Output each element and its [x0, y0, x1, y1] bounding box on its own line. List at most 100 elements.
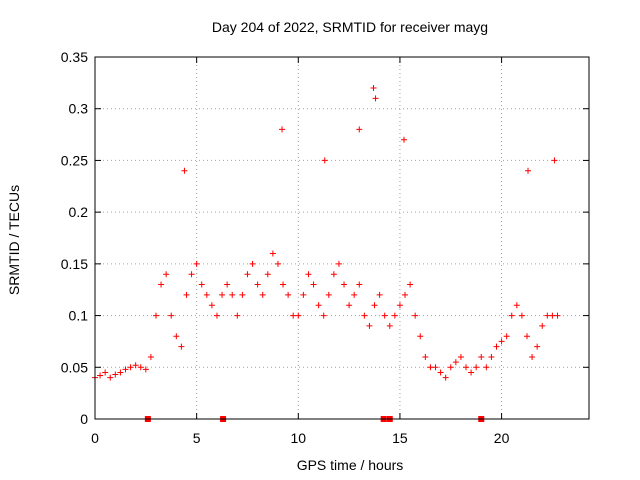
- y-tick-label: 0.25: [61, 152, 88, 168]
- y-tick-label: 0.2: [69, 204, 89, 220]
- grid-lines: [95, 57, 589, 419]
- data-point: [554, 312, 561, 319]
- data-point: [97, 372, 104, 379]
- y-axis-label: SRMTID / TECUs: [6, 185, 22, 295]
- data-point: [269, 250, 276, 257]
- data-point: [310, 281, 317, 288]
- data-point: [330, 271, 337, 278]
- data-point: [280, 281, 287, 288]
- data-point: [173, 333, 180, 340]
- data-point: [152, 312, 159, 319]
- y-ticks: 0 0.05 0.1 0.15 0.2 0.25 0.3 0.35: [61, 49, 589, 427]
- data-point: [544, 312, 551, 319]
- data-point: [279, 126, 286, 133]
- data-point: [112, 371, 119, 378]
- data-point: [437, 369, 444, 376]
- data-point: [351, 291, 358, 298]
- data-point: [356, 126, 363, 133]
- data-point: [224, 281, 231, 288]
- data-point: [122, 366, 129, 373]
- data-point: [321, 157, 328, 164]
- data-point: [452, 359, 459, 366]
- data-point: [478, 353, 485, 360]
- x-tick-label: 10: [291, 430, 307, 446]
- data-point: [254, 281, 261, 288]
- data-point: [239, 291, 246, 298]
- data-point: [513, 302, 520, 309]
- data-point: [391, 312, 398, 319]
- data-point: [219, 291, 226, 298]
- data-point: [264, 271, 271, 278]
- data-point: [422, 353, 429, 360]
- data-point: [158, 281, 165, 288]
- data-points: [92, 85, 561, 381]
- data-point: [539, 322, 546, 329]
- plot-frame: [94, 56, 590, 420]
- data-point: [163, 271, 170, 278]
- data-point: [366, 322, 373, 329]
- data-point: [213, 312, 220, 319]
- data-point: [315, 302, 322, 309]
- data-point: [234, 312, 241, 319]
- data-point: [447, 364, 454, 371]
- x-tick-label: 5: [193, 430, 201, 446]
- data-point: [401, 136, 408, 143]
- data-point: [183, 291, 190, 298]
- data-point: [361, 312, 368, 319]
- x-ticks: 0 5 10 15 20: [91, 57, 510, 446]
- y-tick-label: 0.1: [69, 308, 89, 324]
- data-point: [457, 353, 464, 360]
- data-point: [178, 343, 185, 350]
- data-point: [305, 271, 312, 278]
- data-point: [346, 302, 353, 309]
- data-point: [503, 333, 510, 340]
- data-point: [285, 291, 292, 298]
- data-point: [356, 281, 363, 288]
- x-tick-label: 20: [494, 430, 510, 446]
- data-point: [198, 281, 205, 288]
- data-point: [274, 260, 281, 267]
- data-point: [468, 369, 475, 376]
- data-point: [203, 291, 210, 298]
- data-point: [549, 312, 556, 319]
- data-point: [370, 85, 377, 92]
- data-point: [193, 260, 200, 267]
- data-point: [442, 374, 449, 381]
- x-tick-label: 0: [91, 430, 99, 446]
- x-axis-label: GPS time / hours: [297, 457, 404, 473]
- data-point: [244, 271, 251, 278]
- data-point: [188, 271, 195, 278]
- data-point: [498, 338, 505, 345]
- data-point: [142, 366, 149, 373]
- data-point: [483, 364, 490, 371]
- data-point: [508, 312, 515, 319]
- data-point: [335, 260, 342, 267]
- x-tick-label: 15: [392, 430, 408, 446]
- data-point: [147, 353, 154, 360]
- data-point: [376, 291, 383, 298]
- data-point: [300, 291, 307, 298]
- data-point: [551, 157, 558, 164]
- data-point: [229, 291, 236, 298]
- data-point: [208, 302, 215, 309]
- data-point: [137, 364, 144, 371]
- data-point: [168, 312, 175, 319]
- data-point: [473, 364, 480, 371]
- data-point: [402, 291, 409, 298]
- data-point: [386, 322, 393, 329]
- y-tick-label: 0: [80, 411, 88, 427]
- data-point: [525, 167, 532, 174]
- y-tick-label: 0.15: [61, 256, 88, 272]
- data-point: [432, 364, 439, 371]
- data-point: [518, 312, 525, 319]
- data-point: [417, 333, 424, 340]
- data-point: [127, 364, 134, 371]
- data-point: [181, 167, 188, 174]
- data-point: [381, 312, 388, 319]
- data-point: [320, 312, 327, 319]
- data-point: [371, 302, 378, 309]
- data-point: [132, 362, 139, 369]
- data-point: [529, 353, 536, 360]
- data-point: [325, 291, 332, 298]
